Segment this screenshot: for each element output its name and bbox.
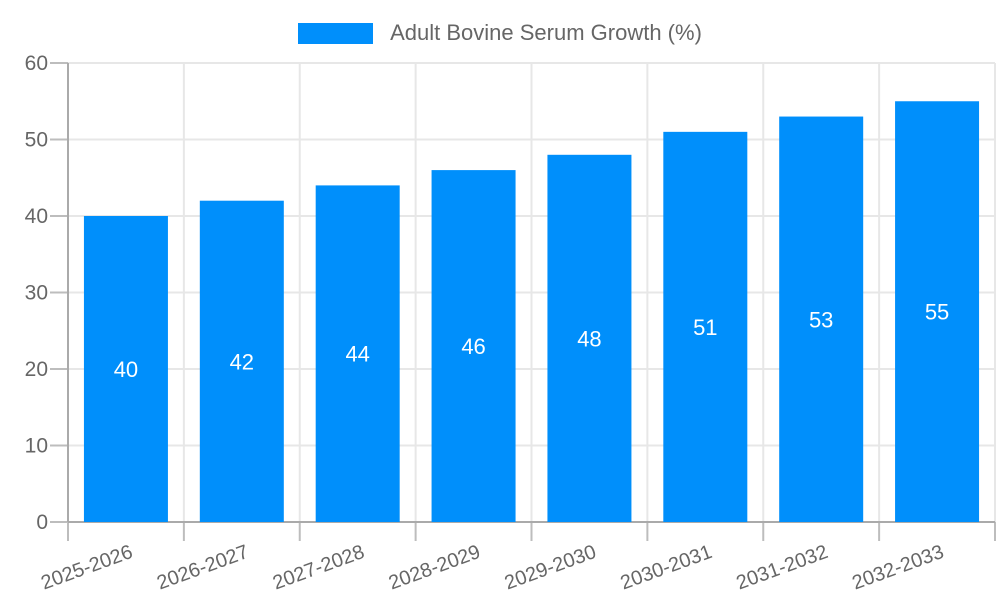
x-axis-tick-labels: 2025-2026 2026-2027 2027-2028 2028-2029 2029… [38, 541, 947, 594]
legend[interactable]: Adult Bovine Serum Growth (%) [0, 20, 1000, 46]
bar-value-label: 46 [461, 334, 485, 359]
bar-2031-2032[interactable] [779, 116, 864, 523]
x-axis-tick-label: 2030-2031 [618, 541, 715, 594]
legend-swatch[interactable] [298, 22, 374, 44]
bar-value-label: 48 [577, 326, 601, 351]
bar-value-label: 51 [693, 315, 717, 340]
bar-2025-2026[interactable] [83, 216, 168, 522]
bar-value-label: 44 [345, 342, 369, 367]
tick-marks [50, 62, 996, 541]
y-axis-tick-label: 40 [25, 205, 48, 228]
y-axis-tick-label: 0 [36, 511, 48, 534]
y-axis-tick-label: 60 [25, 52, 48, 75]
x-axis-tick-label: 2029-2030 [502, 541, 599, 594]
x-axis-tick-label: 2031-2032 [733, 541, 830, 594]
x-axis-tick-label: 2026-2027 [154, 541, 251, 594]
bar-value-label: 42 [230, 349, 254, 374]
bar-2029-2030[interactable] [547, 154, 632, 523]
y-axis-tick-label: 30 [25, 282, 48, 305]
x-axis-tick-label: 2025-2026 [38, 541, 135, 594]
bars [83, 101, 980, 523]
y-axis-tick-label: 10 [25, 435, 48, 458]
y-axis-tick-labels: 0 10 20 30 40 50 60 [25, 52, 48, 534]
bar-value-label: 53 [809, 307, 833, 332]
bar-value-labels: 40 42 44 46 48 51 53 55 [114, 300, 950, 382]
bar-2026-2027[interactable] [199, 200, 284, 522]
x-axis-tick-label: 2032-2033 [849, 541, 946, 594]
bar-2028-2029[interactable] [431, 170, 516, 522]
x-axis-tick-label: 2028-2029 [386, 541, 483, 594]
bar-2030-2031[interactable] [663, 131, 748, 522]
x-axis-tick-label: 2027-2028 [270, 541, 367, 594]
bar-value-label: 40 [114, 357, 138, 382]
legend-label: Adult Bovine Serum Growth (%) [390, 20, 702, 45]
bar-value-label: 55 [925, 300, 949, 325]
bar-2032-2033[interactable] [895, 101, 980, 522]
y-axis-tick-label: 50 [25, 129, 48, 152]
bar-2027-2028[interactable] [315, 185, 400, 522]
y-axis-tick-label: 20 [25, 358, 48, 381]
